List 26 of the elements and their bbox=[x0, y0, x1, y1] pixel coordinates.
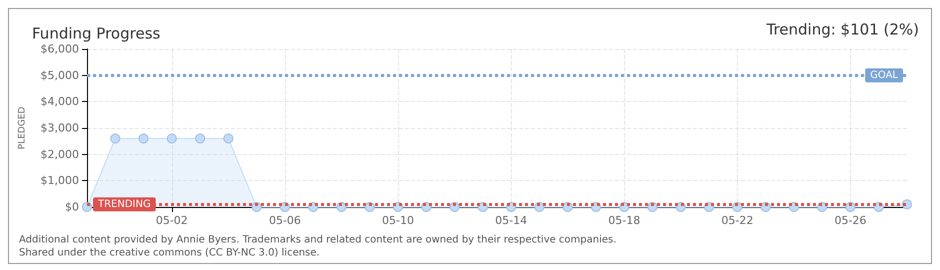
text: Shared under the creative commons (CC BY-NC 3.0) license. bbox=[19, 248, 320, 258]
point bbox=[166, 134, 177, 144]
y-tick-label: $5,000 bbox=[40, 68, 79, 82]
y-tick-label: $2,000 bbox=[40, 148, 79, 161]
text: Additional content provided by Annie Byers. Trademarks and related content are owned by their respective companies. bbox=[19, 234, 616, 246]
ref-line-label: TRENDING bbox=[97, 198, 151, 210]
ref-line-label: GOAL bbox=[870, 70, 898, 81]
text: Trending: $101 (2%) bbox=[765, 20, 920, 38]
x-tick-label: 05-02 bbox=[156, 214, 188, 227]
chart-title: Funding Progress bbox=[32, 24, 161, 42]
y-tick-label: $3,000 bbox=[40, 122, 79, 134]
x-tick-label: 05-06 bbox=[268, 214, 301, 227]
x-tick-label: 05-22 bbox=[721, 214, 754, 227]
y-axis-title: PLEDGED bbox=[18, 106, 28, 150]
y-tick-label: $1,000 bbox=[40, 174, 79, 188]
point bbox=[110, 134, 120, 144]
point bbox=[195, 134, 206, 144]
x-tick-label: 05-14 bbox=[495, 214, 528, 227]
x-tick-label: 05-26 bbox=[834, 214, 866, 227]
point bbox=[138, 134, 149, 144]
y-tick-label: $0 bbox=[65, 200, 79, 214]
x-tick-label: 05-18 bbox=[608, 214, 640, 227]
point bbox=[223, 134, 234, 144]
x-tick-label: 05-10 bbox=[382, 214, 414, 227]
y-tick-label: $4,000 bbox=[40, 95, 79, 108]
y-tick-label: $6,000 bbox=[40, 42, 79, 56]
